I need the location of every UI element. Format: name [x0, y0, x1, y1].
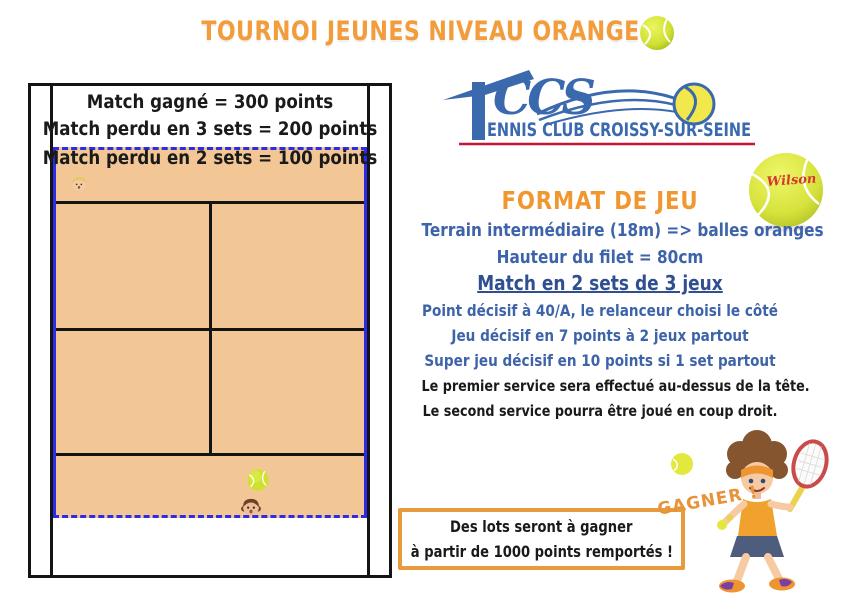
format-heading: FORMAT DE JEU — [501, 186, 699, 215]
rule-terrain: Terrain intermédiaire (18m) => balles or… — [421, 220, 824, 241]
prize-box: Des lots seront à gagner à partir de 100… — [398, 508, 685, 570]
court-singles-sideline-right — [367, 86, 370, 575]
player-tank-top — [738, 499, 777, 536]
tennis-racket — [787, 439, 829, 512]
rule-jeu-decisif: Jeu décisif en 7 points à 2 jeux partout — [451, 326, 749, 345]
rule-filet: Hauteur du filet = 80cm — [496, 247, 704, 268]
page-title: TOURNOI JEUNES NIVEAU ORANGE — [201, 16, 640, 47]
boy-face-emoji — [72, 177, 86, 191]
wilson-tennis-ball: Wilson — [749, 153, 823, 232]
hand-ball — [717, 520, 727, 530]
logo-t-roof — [443, 70, 534, 100]
tennis-ball-emoji — [247, 469, 269, 491]
score-rule-lost-3-sets: Match perdu en 3 sets = 200 points — [42, 119, 378, 140]
prize-line-1: Des lots seront à gagner — [450, 517, 633, 536]
tennis-court-diagram: Match gagné = 300 points Match perdu en … — [28, 83, 392, 578]
rule-premier-service: Le premier service sera effectué au-dess… — [421, 377, 810, 395]
player-headband — [741, 465, 773, 478]
logo-club-name: ENNIS CLUB CROISSY-SUR-SEINE — [487, 119, 751, 141]
rule-point-decisif: Point décisif à 40/A, le relanceur chois… — [422, 301, 778, 320]
tennis-ball-icon — [640, 16, 674, 50]
girl-face-emoji — [241, 498, 261, 516]
rule-match-sets: Match en 2 sets de 3 jeux — [477, 271, 723, 295]
score-rule-match-won: Match gagné = 300 points — [86, 92, 334, 113]
flying-ball — [671, 453, 693, 475]
logo-t-stem — [472, 82, 485, 140]
rule-super-jeu: Super jeu décisif en 10 points si 1 set … — [424, 351, 776, 370]
tccs-club-logo: CCS ENNIS CLUB CROISSY-SUR-SEINE — [443, 70, 755, 146]
player-shoes — [719, 577, 795, 593]
prize-line-2: à partir de 1000 points remportés ! — [410, 542, 673, 561]
player-skirt — [730, 536, 784, 557]
score-rule-lost-2-sets: Match perdu en 2 sets = 100 points — [42, 148, 378, 169]
wilson-brand-label: Wilson — [766, 172, 817, 190]
court-center-service-line — [208, 201, 212, 456]
court-singles-sideline-left — [50, 86, 53, 575]
tennis-player-illustration — [671, 430, 829, 593]
rule-second-service: Le second service pourra être joué en co… — [422, 402, 778, 420]
orange-court-zone — [53, 147, 367, 518]
